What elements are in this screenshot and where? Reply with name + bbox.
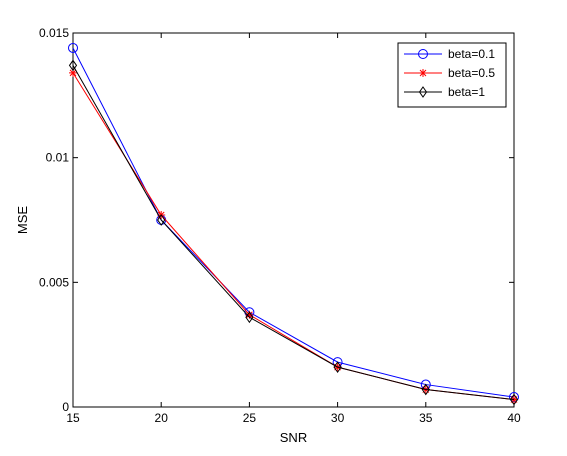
y-tick-label: 0.01 bbox=[46, 151, 70, 165]
data-point-beta-1 bbox=[333, 361, 342, 373]
legend: beta=0.1 beta=0.5 beta=1 bbox=[397, 42, 507, 108]
x-tick-label: 30 bbox=[331, 411, 345, 425]
legend-marker-beta-1 bbox=[418, 86, 428, 98]
legend-marker-beta-0-5 bbox=[419, 69, 427, 77]
legend-label-beta-1: beta=1 bbox=[448, 85, 485, 99]
series-line-beta-1 bbox=[72, 65, 515, 401]
series-layer bbox=[68, 42, 519, 406]
series-beta-1 bbox=[68, 59, 519, 406]
x-axis-label: SNR bbox=[280, 430, 307, 445]
y-tick-label: 0 bbox=[62, 400, 69, 414]
data-point-beta-1 bbox=[68, 59, 78, 72]
data-point-beta-0-5 bbox=[69, 68, 77, 77]
x-tick-label: 25 bbox=[243, 411, 257, 425]
data-point-beta-1 bbox=[509, 393, 519, 406]
legend-marker-beta-0-1 bbox=[418, 49, 428, 59]
x-tick-label: 35 bbox=[419, 411, 433, 425]
legend-label-beta-0-5: beta=0.5 bbox=[448, 66, 495, 80]
data-point-beta-0-5 bbox=[245, 310, 254, 319]
x-tick-label: 20 bbox=[155, 411, 169, 425]
data-point-beta-1 bbox=[245, 311, 254, 324]
data-point-beta-1 bbox=[157, 214, 166, 226]
y-axis-label: MSE bbox=[15, 206, 30, 235]
x-tick-label: 15 bbox=[66, 411, 80, 425]
legend-label-beta-0-1: beta=0.1 bbox=[448, 47, 495, 61]
y-tick-label: 0.015 bbox=[39, 26, 69, 40]
data-point-beta-1 bbox=[421, 383, 430, 396]
y-tick-label: 0.005 bbox=[39, 275, 69, 289]
data-point-beta-0-1 bbox=[68, 42, 78, 53]
x-tick-label: 40 bbox=[507, 411, 521, 425]
axis-ticks: 15 20 25 30 35 40 0 0.005 0.01 0.015 bbox=[39, 26, 521, 425]
